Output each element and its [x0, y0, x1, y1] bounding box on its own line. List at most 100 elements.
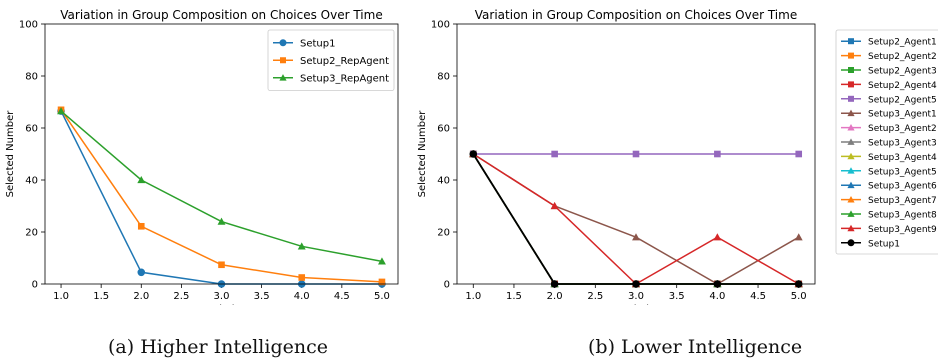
chart-a-x-tick-label: 1.0 [53, 291, 69, 302]
chart-b-legend-item: Setup2_Agent1 [841, 38, 937, 48]
chart-b-legend-item: Setup2_Agent3 [841, 67, 937, 77]
chart-b-series-11 [469, 150, 803, 288]
chart-a-data-point [378, 278, 386, 286]
chart-lower-intelligence: Variation in Group Composition on Choice… [412, 0, 938, 305]
chart-b-legend-marker [847, 239, 855, 247]
chart-a-legend-label: Setup2_RepAgent [300, 56, 389, 67]
chart-b-legend-item: Setup3_Agent8 [841, 210, 937, 221]
chart-a-x-tick-label: 5.0 [374, 291, 390, 302]
chart-b-series-9 [469, 150, 803, 288]
chart-b-title: Variation in Group Composition on Choice… [475, 8, 797, 22]
chart-b-x-tick-label: 5.0 [791, 291, 807, 302]
chart-b-legend-label: Setup3_Agent3 [868, 139, 937, 149]
chart-b-legend-item: Setup3_Agent5 [841, 167, 937, 177]
chart-a-series-1 [57, 106, 386, 286]
chart-b-x-tick-label: 3.5 [669, 291, 685, 302]
chart-b-legend-label: Setup3_Agent6 [868, 182, 937, 192]
chart-a-x-tick-label: 3.0 [214, 291, 230, 302]
chart-b-series-2 [469, 150, 803, 288]
chart-b-legend-marker [848, 81, 854, 88]
chart-b-legend-item: Setup1 [841, 239, 900, 249]
chart-a-y-tick-label: 20 [25, 228, 38, 239]
chart-b-data-point [469, 150, 478, 158]
chart-a-data-point [377, 257, 386, 265]
chart-a-data-point [137, 222, 145, 230]
chart-b-legend: Setup2_Agent1 Setup2_Agent2 Setup2_Agent3 S… [835, 29, 938, 255]
chart-b-x-tick-label: 1.5 [506, 291, 522, 302]
chart-b-legend-item: Setup3_Agent2 [841, 124, 937, 134]
chart-b-legend-label: Setup3_Agent4 [868, 153, 937, 163]
chart-b-legend-label: Setup1 [868, 239, 900, 249]
chart-a-data-point [297, 242, 306, 250]
chart-a-x-tick-label: 2.5 [173, 291, 189, 302]
chart-a-y-tick-label: 40 [25, 176, 38, 187]
chart-b-plot-frame [456, 23, 816, 285]
chart-a-legend-marker [279, 39, 287, 47]
chart-b-series-12 [469, 150, 803, 288]
chart-b-x-tick-label: 2.5 [587, 291, 603, 302]
chart-a-legend-item: Setup1 [273, 38, 335, 49]
chart-a-legend-label: Setup3_RepAgent [300, 73, 389, 84]
chart-a-x-tick-label: 4.0 [294, 291, 310, 302]
chart-b-legend-label: Setup3_Agent2 [868, 124, 937, 134]
chart-b-data-point [550, 202, 559, 210]
chart-a-y-tick-label: 100 [19, 20, 38, 31]
chart-b-series-13 [469, 150, 803, 288]
chart-b-legend-item: Setup3_Agent4 [841, 152, 937, 163]
chart-b-legend-label: Setup3_Agent8 [868, 211, 937, 221]
chart-a-data-point [298, 274, 306, 281]
chart-a-data-point [217, 217, 226, 225]
chart-b-legend-marker [847, 210, 855, 217]
chart-b-data-point [713, 233, 722, 241]
chart-higher-intelligence: Variation in Group Composition on Choice… [0, 0, 400, 305]
chart-b-series-14 [469, 150, 803, 288]
chart-b-legend-item: Setup3_Agent6 [841, 181, 937, 192]
chart-b-series-1 [469, 150, 803, 288]
chart-a-legend-item: Setup3_RepAgent [273, 73, 389, 84]
chart-a-legend-label: Setup1 [300, 38, 335, 49]
chart-b-legend-item: Setup3_Agent3 [841, 138, 937, 149]
chart-b-x-tick-label: 4.5 [750, 291, 766, 302]
chart-b-x-axis-label: Periods [618, 304, 654, 305]
chart-a-y-axis-label: Selected Number [5, 110, 16, 198]
chart-b-legend-marker [848, 67, 854, 73]
chart-b-legend-marker [847, 138, 855, 145]
chart-b-legend-marker [847, 181, 855, 189]
chart-b-legend-label: Setup2_Agent2 [868, 52, 937, 62]
chart-a-legend-marker [280, 57, 286, 64]
chart-b-data-point [794, 233, 803, 241]
chart-a-legend-marker [279, 74, 287, 81]
chart-b-data-point [714, 150, 721, 158]
chart-b-legend-marker [847, 152, 855, 160]
chart-a-series-line [60, 110, 383, 263]
chart-b-data-point [551, 150, 558, 158]
chart-b-series-line [472, 153, 800, 285]
chart-b-data-point [632, 233, 640, 241]
chart-a-x-tick-label: 3.5 [254, 291, 270, 302]
chart-b-legend-item: Setup2_Agent2 [841, 52, 937, 62]
chart-b-svg: Variation in Group Composition on Choice… [417, 8, 938, 305]
chart-b-series-10 [469, 150, 803, 288]
chart-a-data-point [57, 107, 66, 115]
chart-b-legend-label: Setup2_Agent4 [868, 81, 937, 91]
chart-b-legend-item: Setup3_Agent7 [841, 196, 937, 206]
chart-a-data-point [218, 261, 225, 269]
chart-b-legend-label: Setup3_Agent1 [868, 110, 937, 120]
chart-b-legend-item: Setup2_Agent4 [841, 81, 937, 91]
chart-b-series-4 [469, 150, 803, 158]
chart-b-legend-label: Setup3_Agent5 [868, 167, 937, 177]
chart-b-legend-marker [847, 196, 855, 203]
chart-a-series-line [60, 110, 382, 285]
chart-a-legend: Setup1 Setup2_RepAgent Setup3_RepAgent [267, 29, 395, 91]
chart-b-x-tick-label: 3.0 [628, 291, 644, 302]
chart-b-series-6 [469, 150, 803, 288]
caption-lower-intelligence: (b) Lower Intelligence [588, 336, 803, 358]
chart-b-series-5 [469, 150, 803, 288]
chart-b-legend-label: Setup2_Agent1 [868, 38, 937, 48]
chart-a-svg: Variation in Group Composition on Choice… [5, 8, 399, 305]
chart-a-title: Variation in Group Composition on Choice… [60, 8, 382, 22]
chart-b-y-tick-label: 20 [437, 228, 450, 239]
chart-a-series-0 [57, 107, 386, 288]
chart-b-data-point [795, 150, 803, 158]
chart-b-legend-box [835, 29, 938, 255]
